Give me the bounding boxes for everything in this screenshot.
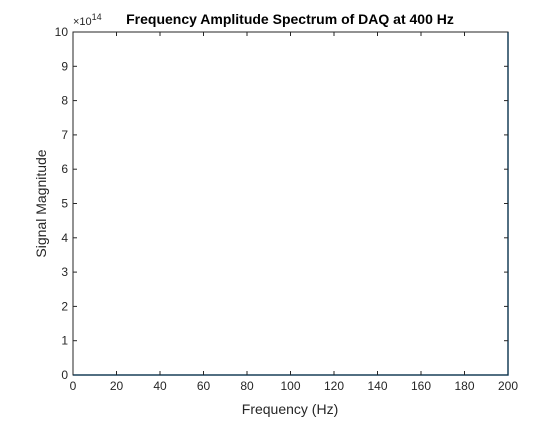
x-tick-label: 80 bbox=[240, 379, 254, 393]
x-tick-label: 60 bbox=[197, 379, 211, 393]
x-tick-label: 160 bbox=[411, 379, 431, 393]
y-tick-label: 4 bbox=[61, 231, 68, 245]
x-tick-label: 120 bbox=[324, 379, 344, 393]
axes-background bbox=[73, 32, 508, 375]
y-tick-label: 5 bbox=[61, 197, 68, 211]
y-tick-label: 10 bbox=[55, 25, 69, 39]
x-axis-label: Frequency (Hz) bbox=[242, 401, 338, 417]
chart-title: Frequency Amplitude Spectrum of DAQ at 4… bbox=[126, 11, 454, 27]
y-exponent-power: 14 bbox=[92, 12, 102, 22]
y-tick-label: 8 bbox=[61, 94, 68, 108]
x-tick-label: 20 bbox=[110, 379, 124, 393]
y-tick-label: 7 bbox=[61, 128, 68, 142]
y-tick-label: 9 bbox=[61, 59, 68, 73]
x-tick-label: 200 bbox=[498, 379, 518, 393]
x-tick-label: 100 bbox=[280, 379, 300, 393]
y-tick-label: 1 bbox=[61, 334, 68, 348]
y-exponent-base: ×10 bbox=[73, 16, 92, 28]
x-tick-label: 180 bbox=[454, 379, 474, 393]
y-axis-label: Signal Magnitude bbox=[33, 149, 49, 257]
y-tick-label: 0 bbox=[61, 368, 68, 382]
y-tick-label: 3 bbox=[61, 265, 68, 279]
x-tick-label: 140 bbox=[367, 379, 387, 393]
x-tick-label: 0 bbox=[70, 379, 77, 393]
x-tick-label: 40 bbox=[153, 379, 167, 393]
y-tick-label: 6 bbox=[61, 162, 68, 176]
y-tick-label: 2 bbox=[61, 299, 68, 313]
